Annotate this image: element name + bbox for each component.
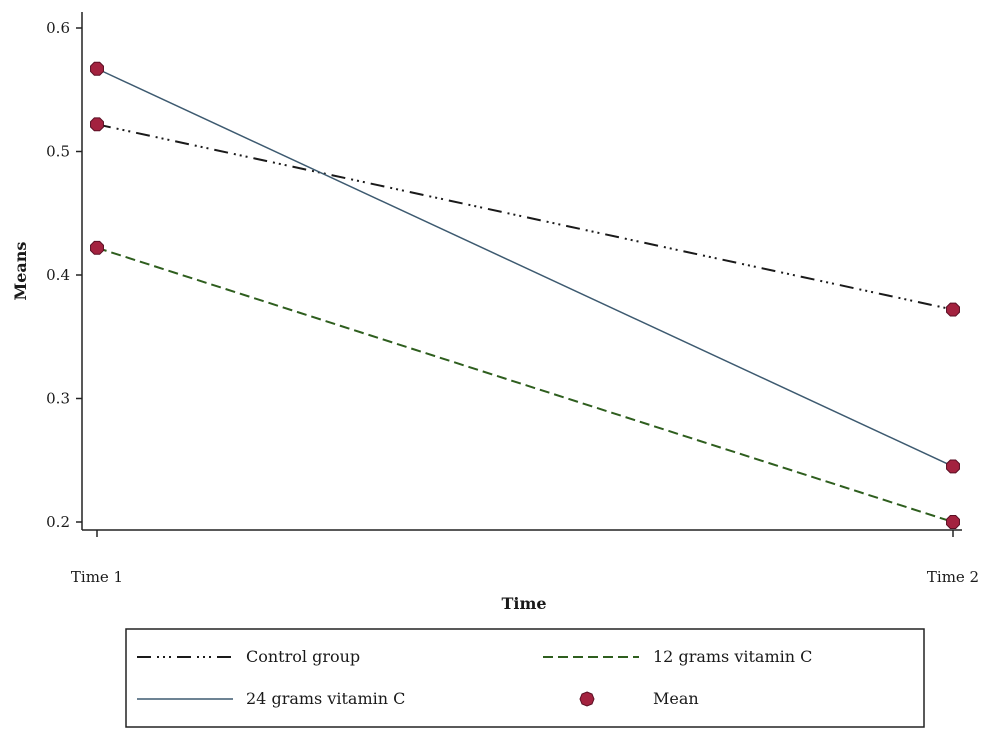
mean-marker bbox=[90, 117, 104, 132]
series-line-2 bbox=[96, 68, 954, 468]
series-line-1 bbox=[96, 246, 954, 523]
y-tick-label: 0.4 bbox=[46, 266, 70, 284]
y-axis-ticks: 0.2 0.3 0.4 0.5 0.6 bbox=[46, 19, 82, 531]
mean-marker bbox=[90, 61, 104, 76]
legend-swatch-mean bbox=[579, 691, 595, 707]
x-axis-title: Time bbox=[501, 594, 546, 613]
x-tick-label: Time 2 bbox=[927, 568, 979, 586]
legend-box bbox=[125, 628, 925, 728]
x-axis-ticks: Time 1 Time 2 bbox=[71, 530, 979, 586]
legend: Control group 12 grams vitamin C 24 gram… bbox=[125, 628, 925, 728]
series-lines bbox=[96, 68, 954, 523]
legend-label-mean: Mean bbox=[653, 689, 699, 708]
y-tick-label: 0.6 bbox=[46, 19, 70, 37]
y-axis-title: Means bbox=[11, 242, 30, 301]
legend-label-12-grams: 12 grams vitamin C bbox=[653, 647, 812, 666]
mean-marker bbox=[946, 515, 960, 529]
mean-marker bbox=[946, 302, 960, 317]
mean-marker bbox=[946, 459, 960, 474]
series-line-0 bbox=[96, 123, 954, 311]
x-tick-label: Time 1 bbox=[71, 568, 123, 586]
y-tick-label: 0.5 bbox=[46, 143, 70, 161]
mean-markers bbox=[90, 61, 960, 529]
y-tick-label: 0.3 bbox=[46, 390, 70, 408]
legend-label-control-group: Control group bbox=[246, 647, 360, 666]
legend-label-24-grams: 24 grams vitamin C bbox=[246, 689, 405, 708]
mean-marker bbox=[90, 240, 104, 255]
y-tick-label: 0.2 bbox=[46, 513, 70, 531]
